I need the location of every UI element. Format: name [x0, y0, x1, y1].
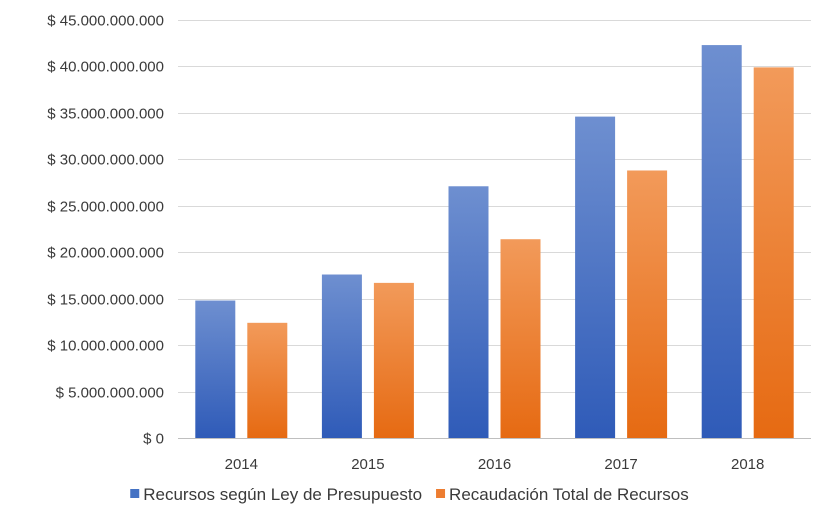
y-tick-label: $ 10.000.000.000: [47, 338, 164, 355]
bar-recaudacion-2014: [247, 322, 288, 438]
bar-recursos-2014: [195, 300, 236, 438]
legend-label: Recursos según Ley de Presupuesto: [143, 485, 422, 504]
x-axis-ticks: 2014 2015 2016 2017 2018: [225, 456, 765, 473]
y-tick-label: $ 0: [143, 431, 164, 448]
y-tick-label: $ 25.000.000.000: [47, 199, 164, 216]
x-tick-label: 2018: [731, 456, 764, 473]
y-tick-label: $ 35.000.000.000: [47, 106, 164, 123]
bar-recaudacion-2015: [373, 282, 414, 438]
x-tick-label: 2015: [351, 456, 384, 473]
y-tick-label: $ 45.000.000.000: [47, 13, 164, 30]
x-tick-label: 2017: [604, 456, 637, 473]
y-tick-label: $ 30.000.000.000: [47, 152, 164, 169]
legend-item: Recursos según Ley de Presupuesto: [130, 485, 422, 504]
y-tick-label: $ 40.000.000.000: [47, 59, 164, 76]
legend-label: Recaudación Total de Recursos: [449, 485, 689, 504]
legend-swatch: [130, 489, 140, 498]
legend: Recursos según Ley de Presupuesto Recauda…: [130, 485, 689, 504]
y-tick-label: $ 15.000.000.000: [47, 292, 164, 309]
y-tick-label: $ 5.000.000.000: [56, 385, 164, 402]
y-axis-ticks: $ 0 $ 5.000.000.000 $ 10.000.000.000 $ 15.0…: [47, 13, 164, 448]
bar-recaudacion-2016: [500, 239, 541, 438]
bars: [195, 45, 794, 439]
bar-recursos-2018: [701, 45, 742, 438]
bar-recaudacion-2017: [627, 170, 668, 439]
x-tick-label: 2014: [225, 456, 258, 473]
x-tick-label: 2016: [478, 456, 511, 473]
legend-item: Recaudación Total de Recursos: [436, 485, 689, 504]
y-tick-label: $ 20.000.000.000: [47, 245, 164, 262]
bar-recursos-2015: [321, 274, 362, 438]
legend-swatch: [436, 489, 446, 498]
bar-recaudacion-2018: [753, 67, 794, 438]
bar-recursos-2017: [575, 116, 616, 439]
bar-recursos-2016: [448, 186, 489, 438]
